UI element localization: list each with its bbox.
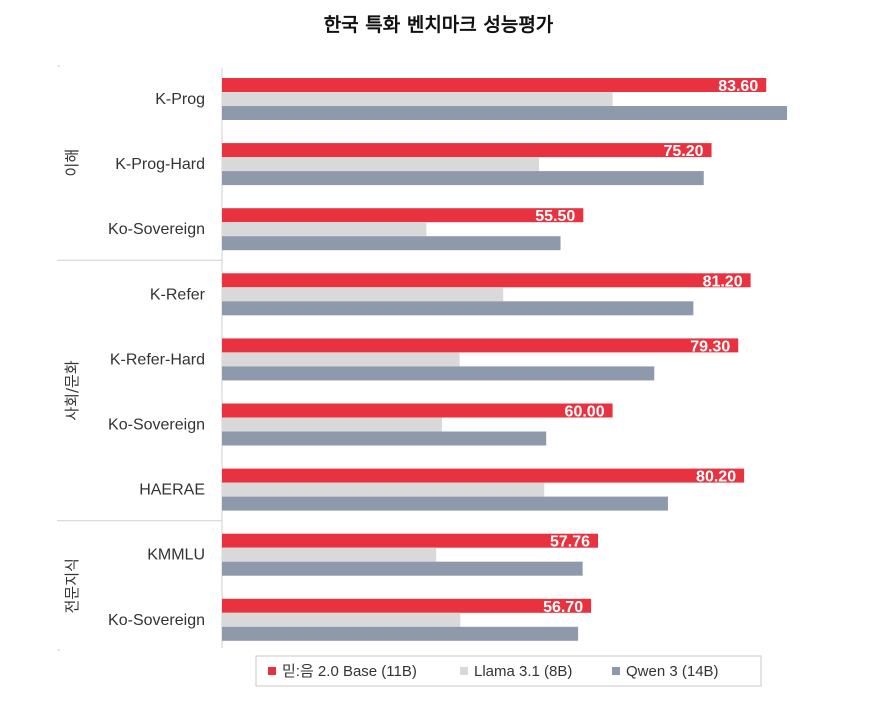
bar-3-4 — [222, 301, 694, 316]
legend-box — [255, 655, 762, 687]
bar-1-1 — [222, 78, 767, 92]
bar-1-9 — [222, 598, 592, 613]
data-label: 75.20 — [664, 143, 704, 160]
bar-3-9 — [222, 626, 579, 641]
bar-2-7 — [222, 482, 545, 497]
category-label: KMMLU — [147, 547, 205, 564]
bar-3-2 — [222, 171, 704, 186]
category-label: K-Refer — [150, 286, 206, 303]
bar-2-6 — [222, 417, 443, 432]
bar-1-3 — [222, 208, 584, 223]
data-label: 55.50 — [535, 208, 575, 225]
category-label: K-Refer-Hard — [110, 351, 205, 368]
bar-3-5 — [222, 366, 655, 381]
bar-2-3 — [222, 222, 427, 237]
bar-3-7 — [222, 496, 668, 511]
legend-swatch — [460, 667, 468, 675]
data-label: 57.76 — [550, 534, 590, 551]
data-label: 79.30 — [690, 338, 730, 355]
bar-3-1 — [222, 106, 788, 120]
category-label: K-Prog — [155, 91, 205, 108]
chart-title: 한국 특화 벤치마크 성능평가 — [323, 14, 554, 36]
legend-swatch — [268, 667, 276, 675]
data-label: 81.20 — [703, 273, 743, 290]
legend-swatch — [612, 667, 620, 675]
bar-1-6 — [222, 403, 613, 418]
category-label: K-Prog-Hard — [115, 156, 205, 173]
bar-3-3 — [222, 236, 561, 251]
bar-2-1 — [222, 92, 613, 106]
bar-1-8 — [222, 533, 599, 548]
bar-1-4 — [222, 273, 751, 288]
group-label: 사회/문화 — [63, 360, 81, 420]
category-label: HAERAE — [139, 482, 205, 499]
bar-3-6 — [222, 431, 547, 446]
bar-2-5 — [222, 352, 460, 367]
category-label: Ko-Sovereign — [108, 221, 205, 238]
legend-label: Llama 3.1 (8B) — [474, 663, 572, 680]
legend-label: Qwen 3 (14B) — [626, 663, 719, 680]
category-label: Ko-Sovereign — [108, 612, 205, 629]
data-label: 83.60 — [718, 78, 758, 95]
bar-1-7 — [222, 468, 745, 483]
data-label: 56.70 — [543, 599, 583, 616]
group-label: 이해 — [63, 149, 81, 177]
data-label: 60.00 — [565, 404, 605, 421]
data-label: 80.20 — [696, 469, 736, 486]
bar-2-8 — [222, 547, 437, 562]
bar-2-2 — [222, 157, 540, 172]
group-label: 전문지식 — [63, 558, 81, 613]
category-label: Ko-Sovereign — [108, 417, 205, 434]
bar-2-4 — [222, 287, 504, 302]
bar-1-2 — [222, 143, 712, 158]
bar-2-9 — [222, 612, 461, 627]
bar-1-5 — [222, 338, 739, 353]
legend-label: 믿:음 2.0 Base (11B) — [282, 663, 417, 680]
bar-3-8 — [222, 561, 583, 576]
